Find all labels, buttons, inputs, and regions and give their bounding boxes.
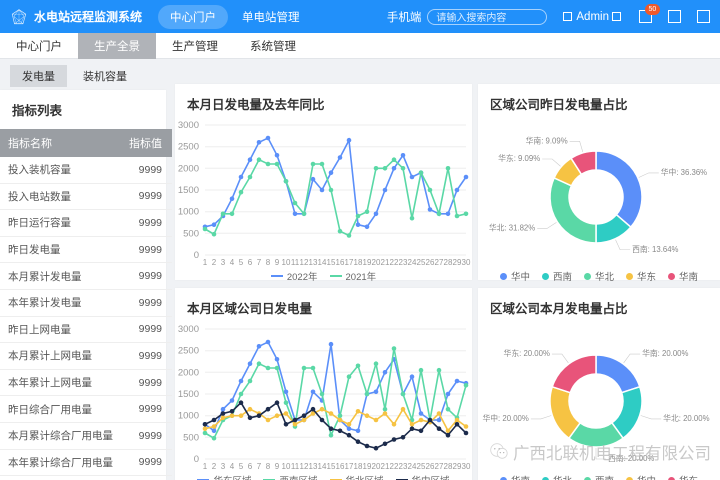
- svg-text:3: 3: [221, 462, 226, 471]
- svg-text:华北: 20.00%: 华北: 20.00%: [663, 413, 709, 423]
- svg-text:华中: 20.00%: 华中: 20.00%: [482, 413, 528, 423]
- svg-text:4: 4: [230, 462, 235, 471]
- svg-text:9: 9: [275, 462, 280, 471]
- svg-text:1: 1: [203, 462, 208, 471]
- svg-text:华北: 31.82%: 华北: 31.82%: [489, 222, 535, 232]
- svg-text:西南: 20.00%: 西南: 20.00%: [608, 453, 654, 463]
- svg-text:30: 30: [462, 462, 471, 471]
- svg-text:7: 7: [257, 258, 262, 267]
- svg-text:2: 2: [212, 258, 217, 267]
- svg-text:3: 3: [221, 258, 226, 267]
- svg-text:华东: 9.09%: 华东: 9.09%: [498, 153, 540, 163]
- svg-text:2000: 2000: [178, 163, 199, 174]
- svg-text:10: 10: [282, 462, 291, 471]
- svg-text:1500: 1500: [178, 185, 199, 196]
- svg-text:0: 0: [194, 454, 199, 465]
- svg-text:10: 10: [282, 258, 291, 267]
- svg-text:西南: 13.64%: 西南: 13.64%: [632, 244, 678, 254]
- svg-text:5: 5: [239, 462, 244, 471]
- svg-text:8: 8: [266, 462, 271, 471]
- svg-text:2500: 2500: [178, 346, 199, 357]
- svg-text:30: 30: [462, 258, 471, 267]
- svg-text:华南: 9.09%: 华南: 9.09%: [526, 135, 568, 145]
- svg-text:3000: 3000: [178, 324, 199, 335]
- svg-text:2: 2: [212, 462, 217, 471]
- svg-text:0: 0: [194, 250, 199, 261]
- svg-text:500: 500: [183, 228, 199, 239]
- svg-text:2000: 2000: [178, 367, 199, 378]
- svg-text:6: 6: [248, 258, 253, 267]
- svg-text:11: 11: [291, 258, 300, 267]
- svg-text:1500: 1500: [178, 389, 199, 400]
- svg-text:华中: 36.36%: 华中: 36.36%: [661, 167, 707, 177]
- svg-text:5: 5: [239, 258, 244, 267]
- svg-text:9: 9: [275, 258, 280, 267]
- svg-text:11: 11: [291, 462, 300, 471]
- svg-text:1: 1: [203, 258, 208, 267]
- svg-text:7: 7: [257, 462, 262, 471]
- svg-text:4: 4: [230, 258, 235, 267]
- svg-text:1000: 1000: [178, 411, 199, 422]
- svg-text:华南: 20.00%: 华南: 20.00%: [642, 348, 688, 358]
- svg-text:华东: 20.00%: 华东: 20.00%: [504, 348, 550, 358]
- svg-text:1000: 1000: [178, 207, 199, 218]
- svg-text:8: 8: [266, 258, 271, 267]
- svg-text:500: 500: [183, 432, 199, 443]
- svg-text:6: 6: [248, 462, 253, 471]
- svg-text:2500: 2500: [178, 142, 199, 153]
- svg-text:3000: 3000: [178, 120, 199, 131]
